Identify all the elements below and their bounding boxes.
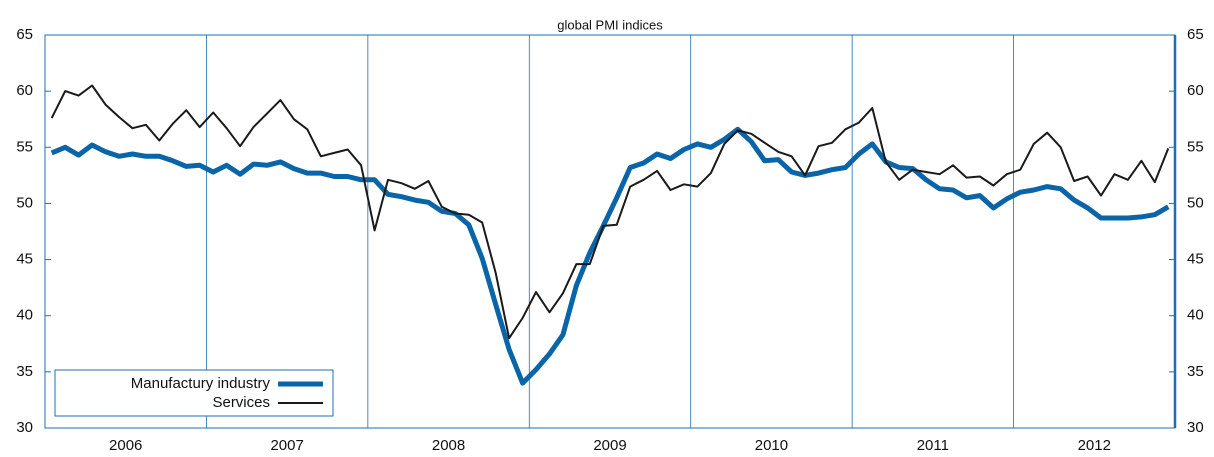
x-tick-label: 2011 (917, 437, 949, 454)
y2-tick-label: 50 (1187, 194, 1204, 211)
x-tick-label: 2006 (109, 437, 142, 454)
y2-tick-label: 65 (1187, 26, 1204, 43)
chart-subtitle: global PMI indices (557, 17, 663, 32)
y2-tick-label: 45 (1187, 251, 1204, 268)
plot-frame (44, 34, 1176, 429)
y-tick-label: 40 (16, 307, 33, 324)
y-tick-label: 50 (16, 194, 33, 211)
x-tick-label: 2012 (1078, 437, 1111, 454)
y-tick-label: 30 (16, 419, 33, 436)
y2-tick-label: 30 (1187, 419, 1204, 436)
y-tick-label: 65 (16, 26, 33, 43)
y-tick-label: 45 (16, 251, 33, 268)
series-line (50, 126, 1170, 386)
y-tick-label: 60 (16, 82, 33, 99)
y2-tick-label: 40 (1187, 307, 1204, 324)
y-tick-label: 55 (16, 138, 33, 155)
legend-box (54, 369, 334, 417)
x-tick-label: 2008 (432, 437, 465, 454)
x-tick-label: 2007 (270, 437, 303, 454)
y-tick-label: 35 (16, 363, 33, 380)
x-tick-label: 2010 (755, 437, 788, 454)
y2-tick-label: 35 (1187, 363, 1204, 380)
y2-tick-label: 60 (1187, 82, 1204, 99)
x-tick-label: 2009 (593, 437, 626, 454)
series-line (50, 84, 1170, 340)
legend-label: Manufactury industry (131, 375, 271, 392)
legend-label: Services (212, 394, 270, 411)
y2-tick-label: 55 (1187, 138, 1204, 155)
